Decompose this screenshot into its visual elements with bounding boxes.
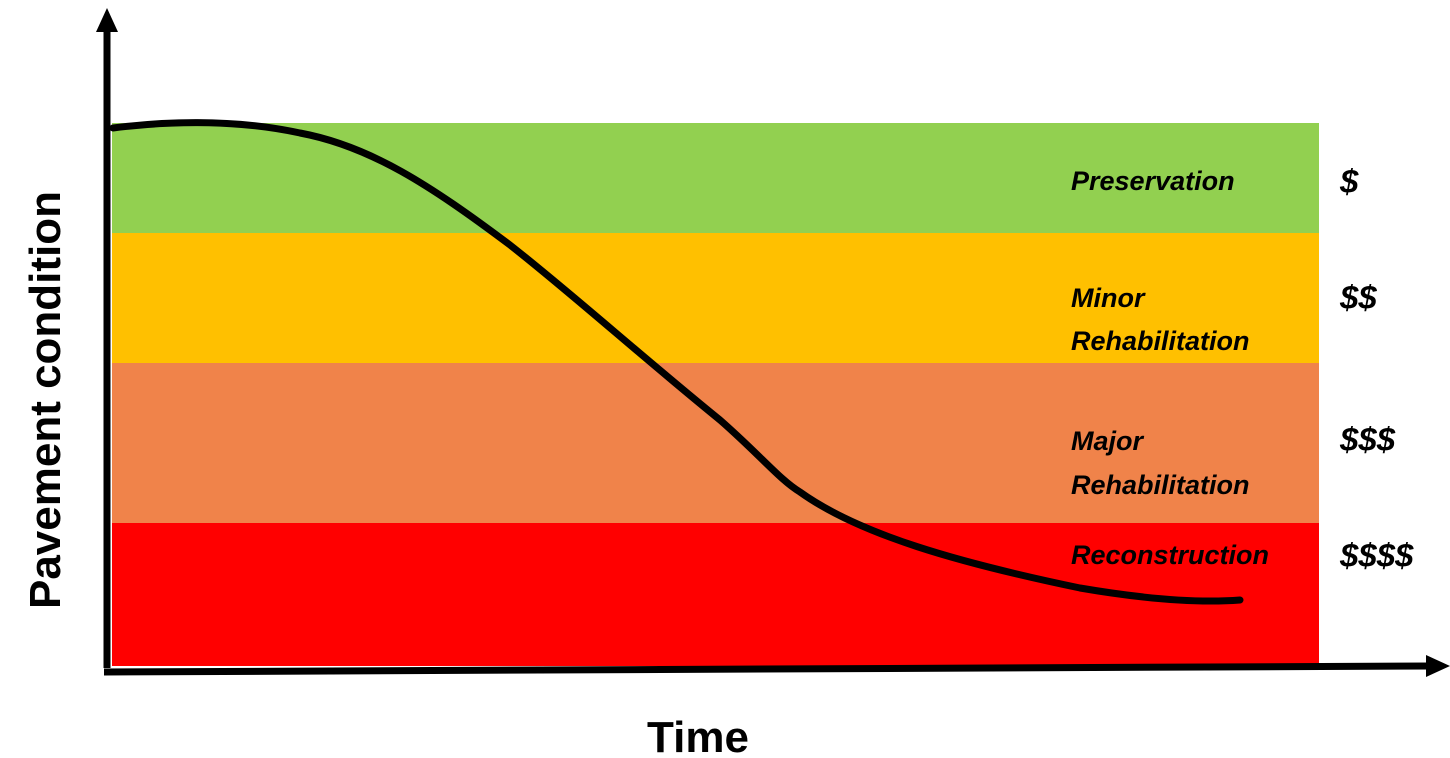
band-major-rehabilitation bbox=[112, 363, 1319, 523]
x-axis bbox=[103, 662, 1431, 676]
band-preservation bbox=[112, 123, 1319, 233]
cost-minor-rehabilitation: $$ bbox=[1339, 279, 1377, 316]
band-minor-rehabilitation bbox=[112, 233, 1319, 363]
y-axis-title: Pavement condition bbox=[21, 191, 70, 609]
label-minor-rehabilitation: Minor Rehabilitation bbox=[1071, 283, 1250, 356]
cost-reconstruction: $$$$ bbox=[1339, 537, 1414, 574]
label-major-line1: Major bbox=[1071, 426, 1145, 456]
cost-major-rehabilitation: $$$ bbox=[1339, 421, 1396, 458]
label-major-line2: Rehabilitation bbox=[1071, 470, 1250, 500]
label-reconstruction: Reconstruction bbox=[1071, 540, 1269, 570]
cost-preservation: $ bbox=[1339, 163, 1359, 200]
deterioration-curve bbox=[109, 119, 1244, 605]
label-preservation: Preservation bbox=[1071, 166, 1235, 196]
label-major-rehabilitation: Major Rehabilitation bbox=[1071, 426, 1250, 500]
label-minor-line2: Rehabilitation bbox=[1071, 326, 1250, 356]
y-axis-arrow bbox=[96, 8, 118, 32]
x-axis-title: Time bbox=[647, 713, 749, 758]
x-axis-arrow bbox=[1426, 655, 1450, 677]
label-minor-line1: Minor bbox=[1071, 283, 1146, 313]
